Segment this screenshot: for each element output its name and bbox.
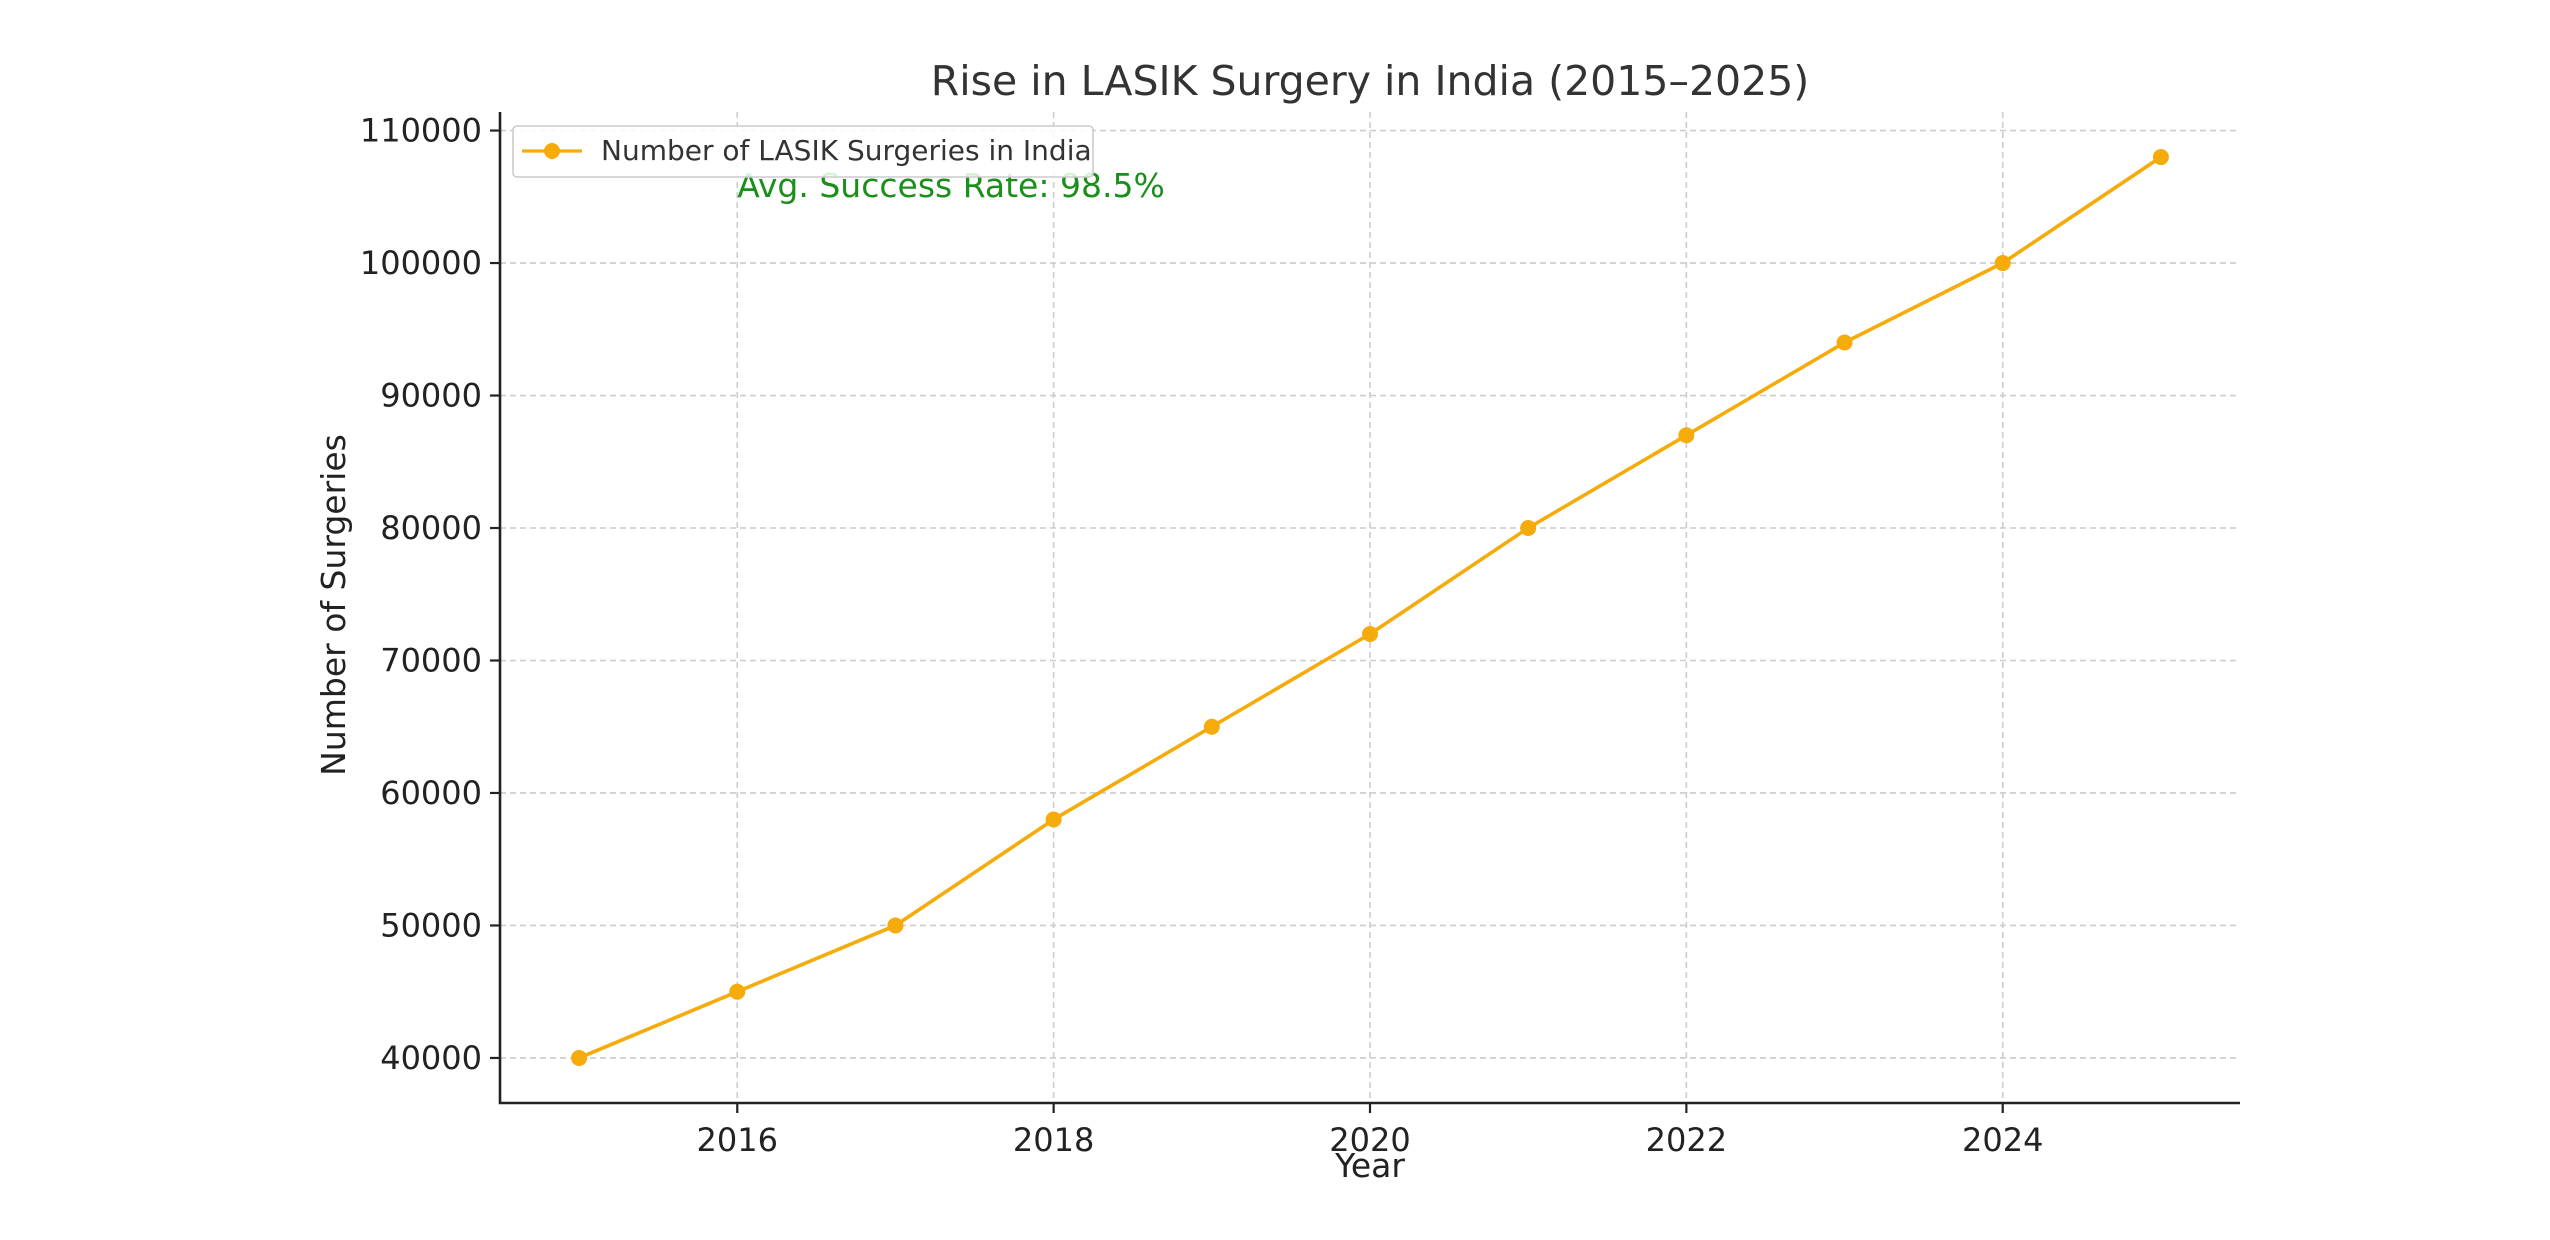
grid-layer [500,112,2240,1103]
x-tick-label-2020: 2020 [1329,1121,1410,1159]
legend: Number of LASIK Surgeries in India [512,125,1094,178]
y-tick-label-60000: 60000 [380,774,482,812]
y-tick-label-40000: 40000 [380,1039,482,1077]
series-layer [571,149,2169,1066]
data-point-2017 [887,917,904,934]
data-point-2024 [1994,255,2011,272]
legend-box [512,125,1094,178]
data-point-2019 [1203,718,1220,735]
chart-title: Rise in LASIK Surgery in India (2015–202… [931,57,1810,105]
data-point-2015 [571,1049,588,1066]
y-tick-label-70000: 70000 [380,641,482,679]
axis-spines [498,112,2240,1105]
data-point-2023 [1836,334,1853,351]
y-axis-label: Number of Surgeries [314,434,353,776]
y-tick-label-100000: 100000 [360,244,482,282]
y-tick-label-80000: 80000 [380,509,482,547]
x-tick-label-2024: 2024 [1962,1121,2043,1159]
data-point-2018 [1045,811,1062,828]
data-point-2022 [1678,427,1695,444]
data-point-2020 [1362,625,1378,642]
data-point-2021 [1520,520,1537,537]
x-tick-label-2022: 2022 [1646,1121,1727,1159]
x-axis-label: Year [1334,1146,1405,1185]
data-point-2016 [729,983,746,1000]
legend-entry-label: Number of LASIK Surgeries in India [601,134,1092,167]
data-point-2025 [2152,149,2169,166]
y-tick-label-90000: 90000 [380,377,482,415]
y-tick-label-50000: 50000 [380,906,482,944]
legend-marker-swatch [544,143,560,159]
x-tick-label-2018: 2018 [1013,1121,1094,1159]
x-tick-label-2016: 2016 [697,1121,778,1159]
y-tick-label-110000: 110000 [360,112,482,150]
axes-layer: 2016 2018 2020 2022 2024 40000 50000 60000 70000… [360,112,2240,1159]
